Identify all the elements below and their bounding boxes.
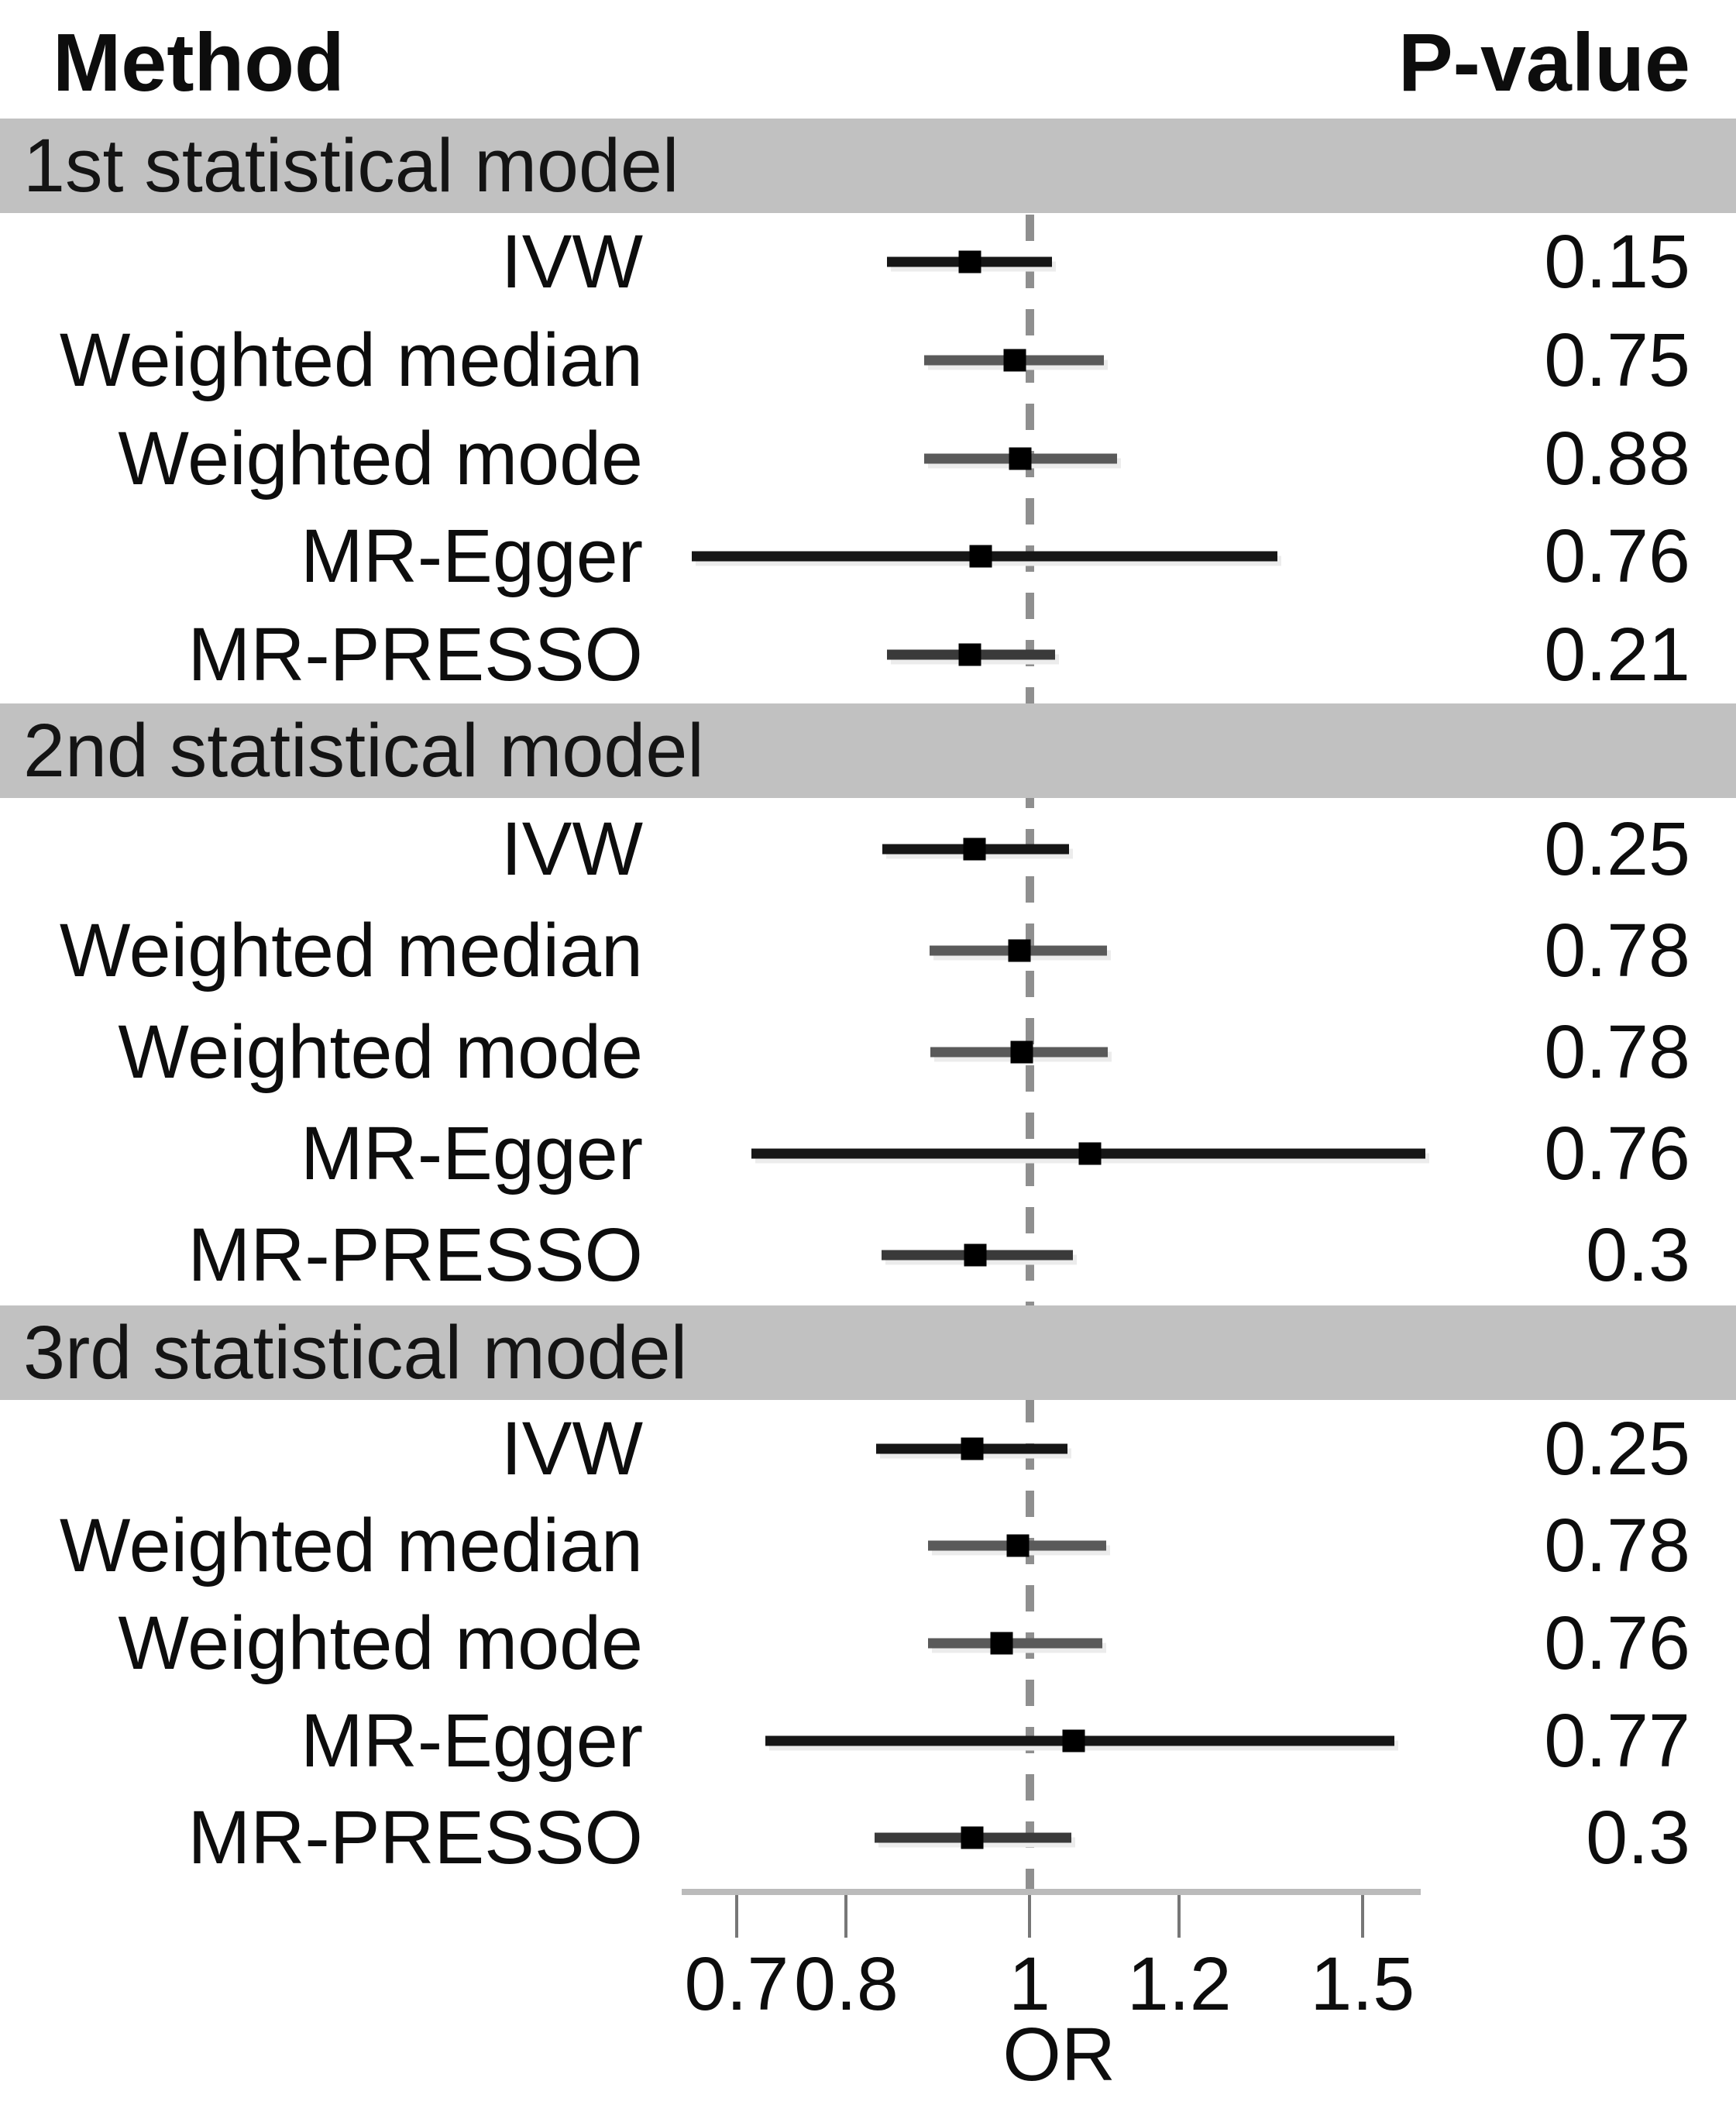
p-value: 0.15	[1544, 219, 1690, 304]
point-estimate	[1009, 447, 1032, 469]
axis-tick-label: 0.8	[794, 1942, 899, 2026]
method-label: Weighted median	[59, 1503, 643, 1588]
p-value: 0.3	[1586, 1795, 1690, 1880]
axis-tick-label: 0.7	[684, 1942, 789, 2026]
point-estimate	[1006, 1534, 1030, 1557]
method-label: IVW	[500, 219, 643, 304]
method-label: IVW	[500, 806, 643, 891]
x-axis-title: OR	[1002, 2012, 1116, 2096]
method-label: MR-Egger	[301, 514, 643, 599]
p-value: 0.88	[1544, 415, 1690, 500]
axis-tick	[734, 1895, 738, 1938]
point-estimate	[1003, 349, 1026, 372]
pvalue-column-header: P-value	[1397, 17, 1690, 108]
p-value: 0.76	[1544, 1601, 1690, 1685]
point-estimate	[1078, 1142, 1102, 1164]
method-label: MR-PRESSO	[187, 1795, 643, 1880]
p-value: 0.77	[1544, 1697, 1690, 1783]
axis-tick-label: 1	[1009, 1942, 1050, 2026]
p-value: 0.76	[1544, 514, 1690, 599]
section-title: 1st statistical model	[23, 123, 679, 208]
method-label: Weighted median	[59, 907, 643, 992]
axis-tick	[1028, 1895, 1031, 1938]
section-title: 3rd statistical model	[23, 1310, 688, 1395]
axis-tick	[1177, 1895, 1181, 1938]
section-band: 1st statistical model	[0, 119, 1736, 213]
p-value: 0.78	[1544, 1009, 1690, 1094]
point-estimate	[958, 643, 981, 666]
point-estimate	[1062, 1729, 1085, 1752]
point-estimate	[958, 250, 981, 273]
p-value: 0.75	[1544, 317, 1690, 402]
point-estimate	[961, 1437, 984, 1460]
point-estimate	[964, 1243, 987, 1266]
method-label: MR-Egger	[301, 1110, 643, 1195]
method-label: Weighted median	[59, 317, 643, 402]
p-value: 0.21	[1544, 611, 1690, 697]
point-estimate	[1010, 1040, 1033, 1063]
p-value: 0.78	[1544, 1503, 1690, 1588]
p-value: 0.76	[1544, 1110, 1690, 1195]
section-band: 2nd statistical model	[0, 703, 1736, 798]
p-value: 0.3	[1586, 1212, 1690, 1297]
method-label: IVW	[500, 1405, 643, 1491]
method-label: Weighted mode	[118, 1601, 643, 1685]
method-label: MR-PRESSO	[187, 1212, 643, 1297]
axis-tick-label: 1.2	[1126, 1942, 1232, 2026]
axis-tick-label: 1.5	[1310, 1942, 1415, 2026]
reference-line	[1025, 120, 1034, 1889]
p-value: 0.78	[1544, 907, 1690, 992]
x-axis-line	[682, 1889, 1421, 1895]
point-estimate	[969, 545, 992, 568]
method-label: Weighted mode	[118, 415, 643, 500]
axis-tick	[1360, 1895, 1364, 1938]
p-value: 0.25	[1544, 806, 1690, 891]
method-column-header: Method	[53, 17, 345, 108]
section-band: 3rd statistical model	[0, 1305, 1736, 1400]
ci-bar	[928, 1638, 1103, 1649]
point-estimate	[961, 1826, 984, 1849]
point-estimate	[963, 838, 986, 860]
point-estimate	[1008, 939, 1031, 961]
point-estimate	[990, 1632, 1013, 1655]
axis-tick	[844, 1895, 848, 1938]
method-label: Weighted mode	[118, 1009, 643, 1094]
p-value: 0.25	[1544, 1405, 1690, 1491]
method-label: MR-PRESSO	[187, 611, 643, 697]
method-label: MR-Egger	[301, 1697, 643, 1783]
section-title: 2nd statistical model	[23, 708, 704, 793]
